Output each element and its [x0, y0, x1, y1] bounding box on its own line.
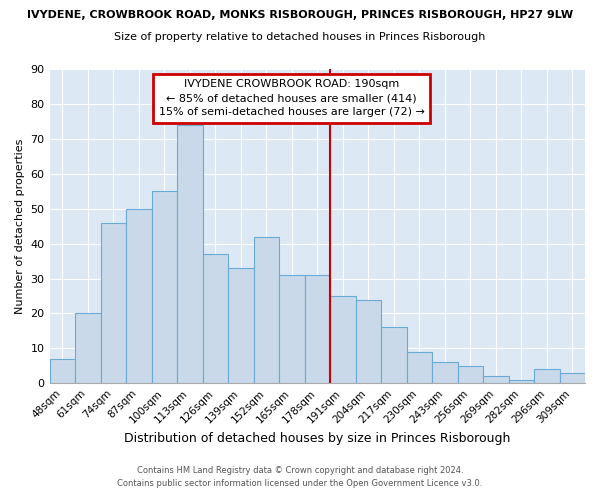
X-axis label: Distribution of detached houses by size in Princes Risborough: Distribution of detached houses by size … — [124, 432, 511, 445]
Bar — [254, 236, 279, 384]
Bar — [330, 296, 356, 384]
Bar — [483, 376, 509, 384]
Bar — [228, 268, 254, 384]
Bar — [152, 191, 177, 384]
Bar — [432, 362, 458, 384]
Bar — [381, 328, 407, 384]
Bar — [305, 275, 330, 384]
Text: IVYDENE, CROWBROOK ROAD, MONKS RISBOROUGH, PRINCES RISBOROUGH, HP27 9LW: IVYDENE, CROWBROOK ROAD, MONKS RISBOROUG… — [27, 10, 573, 20]
Bar — [177, 125, 203, 384]
Bar — [458, 366, 483, 384]
Text: IVYDENE CROWBROOK ROAD: 190sqm
← 85% of detached houses are smaller (414)
15% of: IVYDENE CROWBROOK ROAD: 190sqm ← 85% of … — [159, 80, 425, 118]
Y-axis label: Number of detached properties: Number of detached properties — [15, 138, 25, 314]
Text: Size of property relative to detached houses in Princes Risborough: Size of property relative to detached ho… — [115, 32, 485, 42]
Bar — [50, 359, 75, 384]
Bar — [101, 222, 126, 384]
Bar — [560, 373, 585, 384]
Bar — [509, 380, 534, 384]
Text: Contains HM Land Registry data © Crown copyright and database right 2024.
Contai: Contains HM Land Registry data © Crown c… — [118, 466, 482, 487]
Bar — [126, 208, 152, 384]
Bar — [279, 275, 305, 384]
Bar — [203, 254, 228, 384]
Bar — [356, 300, 381, 384]
Bar — [534, 370, 560, 384]
Bar — [75, 314, 101, 384]
Bar — [407, 352, 432, 384]
